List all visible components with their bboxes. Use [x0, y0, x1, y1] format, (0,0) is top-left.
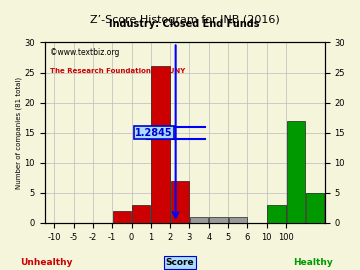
Text: ©www.textbiz.org: ©www.textbiz.org [50, 48, 120, 57]
Bar [151, 66, 170, 223]
Y-axis label: Number of companies (81 total): Number of companies (81 total) [15, 77, 22, 189]
Title: Z’-Score Histogram for INB (2016): Z’-Score Histogram for INB (2016) [90, 15, 279, 25]
Text: Healthy: Healthy [293, 258, 333, 267]
Bar [171, 181, 189, 223]
Bar [190, 217, 208, 223]
Bar [132, 205, 150, 223]
Text: Score: Score [166, 258, 194, 267]
Text: 1.2845: 1.2845 [135, 128, 173, 138]
Bar [229, 217, 247, 223]
Text: Industry: Closed End Funds: Industry: Closed End Funds [109, 19, 260, 29]
Bar [113, 211, 131, 223]
Bar [267, 205, 285, 223]
Bar [287, 121, 305, 223]
Bar [306, 193, 324, 223]
Text: The Research Foundation of SUNY: The Research Foundation of SUNY [50, 68, 185, 74]
Text: Unhealthy: Unhealthy [21, 258, 73, 267]
Bar [209, 217, 228, 223]
